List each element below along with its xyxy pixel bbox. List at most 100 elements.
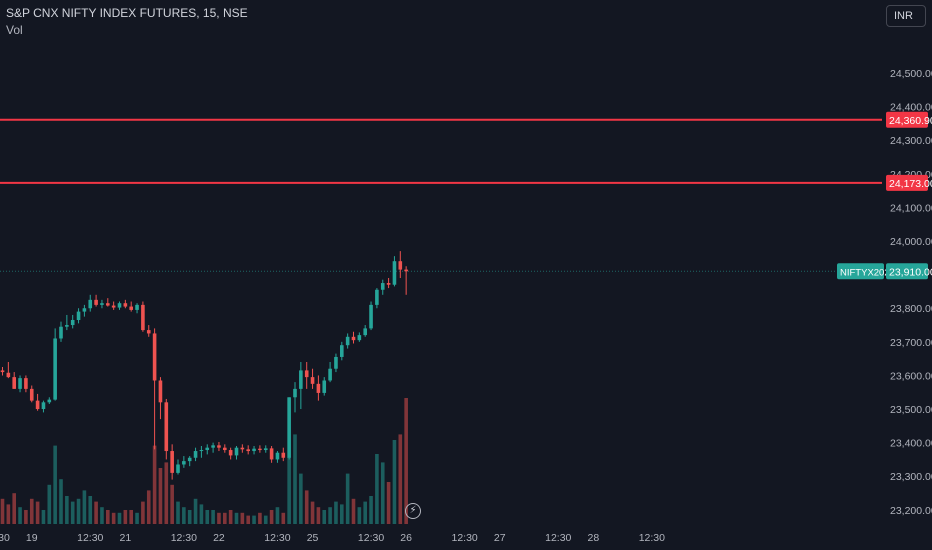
candle-body <box>35 400 40 410</box>
candle-body <box>369 304 373 329</box>
x-tick-label: 26 <box>400 532 412 544</box>
candle-body <box>65 325 69 327</box>
volume-bar <box>205 510 210 524</box>
candle-body <box>53 338 57 400</box>
candle-body <box>258 448 262 451</box>
volume-bar <box>275 507 280 524</box>
x-tick-label: 12:30 <box>171 532 197 544</box>
volume-bar <box>158 468 163 524</box>
candle-body <box>59 326 63 339</box>
volume-bar <box>176 501 180 524</box>
volume-bar <box>193 498 198 524</box>
candle-body <box>205 447 210 451</box>
volume-bar <box>53 445 57 524</box>
volume-bar <box>111 512 116 524</box>
volume-bar <box>47 484 52 524</box>
volume-bar <box>29 498 34 524</box>
candle-body <box>47 399 52 403</box>
candle-body <box>199 450 204 452</box>
volume-bar <box>363 501 367 524</box>
volume-indicator-label[interactable]: Vol <box>6 23 23 37</box>
volume-bar <box>12 493 16 524</box>
volume-bar <box>59 479 63 524</box>
candle-body <box>111 305 116 308</box>
candle-body <box>0 370 5 373</box>
candles <box>0 251 408 480</box>
candle-body <box>6 372 11 378</box>
volume-bar <box>129 510 133 524</box>
candle-body <box>176 464 180 473</box>
lightning-icon[interactable]: ⚡ <box>405 503 421 519</box>
volume-bar <box>146 490 151 524</box>
candle-body <box>141 304 145 331</box>
symbol-badge <box>837 263 884 280</box>
volume-bar <box>316 507 321 524</box>
volume-bar <box>281 512 286 524</box>
volume-bar <box>199 504 204 524</box>
volume-bar <box>304 490 309 524</box>
candle-body <box>117 303 122 308</box>
candle-body <box>106 303 110 306</box>
candle-body <box>240 447 245 450</box>
volume-bar <box>117 512 122 524</box>
volume-bar <box>70 501 75 524</box>
x-tick-label: 12:30 <box>0 532 10 544</box>
volume-bar <box>223 512 227 524</box>
volume-bar <box>106 510 110 524</box>
volume-bar <box>0 498 5 524</box>
y-axis-ticks: 24,500.0024,400.0024,300.0024,200.0024,1… <box>890 68 932 517</box>
volume-bar <box>252 515 256 524</box>
x-tick-label: 12:30 <box>77 532 103 544</box>
symbol-title[interactable]: S&P CNX NIFTY INDEX FUTURES, 15, NSE <box>6 6 248 20</box>
y-tick-label: 23,300.00 <box>890 471 932 483</box>
candle-body <box>18 378 22 389</box>
candle-body <box>170 451 174 473</box>
volume-bar <box>234 512 239 524</box>
volume-bar <box>404 398 408 524</box>
y-tick-label: 24,100.00 <box>890 202 932 214</box>
volume-bars <box>0 398 408 524</box>
x-tick-label: 12:30 <box>358 532 384 544</box>
candle-body <box>316 383 321 393</box>
candle-body <box>304 370 309 378</box>
volume-bar <box>293 434 297 524</box>
candle-body <box>357 335 362 341</box>
volume-bar <box>211 510 215 524</box>
candle-body <box>386 283 391 285</box>
y-tick-label: 23,200.00 <box>890 505 932 517</box>
y-tick-label: 23,700.00 <box>890 337 932 349</box>
volume-bar <box>269 510 274 524</box>
volume-bar <box>380 462 385 524</box>
horizontal-level-lines <box>0 118 882 184</box>
volume-bar <box>170 484 174 524</box>
volume-bar <box>94 501 98 524</box>
volume-bar <box>334 501 338 524</box>
level-price-badge <box>886 111 928 128</box>
candle-body <box>12 377 16 389</box>
volume-bar <box>322 510 327 524</box>
candle-body <box>158 380 163 403</box>
x-axis-ticks: 12:30 19 12:30 21 12:30 22 12:30 25 12:30 26 12:30… <box>0 532 665 544</box>
x-tick-label: 19 <box>26 532 38 544</box>
last-price-badge <box>886 263 928 280</box>
volume-bar <box>152 445 157 524</box>
candle-body <box>164 402 169 452</box>
currency-button[interactable]: INR <box>886 5 926 27</box>
y-tick-label: 23,400.00 <box>890 438 932 450</box>
candle-body <box>351 336 356 341</box>
volume-bar <box>375 454 379 524</box>
candle-body <box>380 283 385 290</box>
volume-bar <box>240 512 245 524</box>
y-tick-label: 24,500.00 <box>890 68 932 80</box>
chart-header: S&P CNX NIFTY INDEX FUTURES, 15, NSE Vol <box>6 6 248 38</box>
volume-bar <box>6 504 11 524</box>
level-price-badge <box>886 174 928 191</box>
volume-bar <box>328 507 332 524</box>
candle-body <box>334 356 338 369</box>
candle-body <box>135 304 139 310</box>
x-tick-label: 27 <box>494 532 506 544</box>
candle-body <box>146 330 151 334</box>
volume-bar <box>187 510 192 524</box>
